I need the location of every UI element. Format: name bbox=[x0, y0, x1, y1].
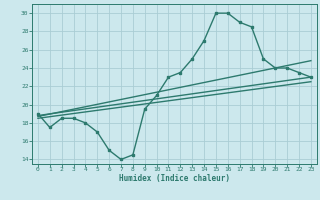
X-axis label: Humidex (Indice chaleur): Humidex (Indice chaleur) bbox=[119, 174, 230, 183]
